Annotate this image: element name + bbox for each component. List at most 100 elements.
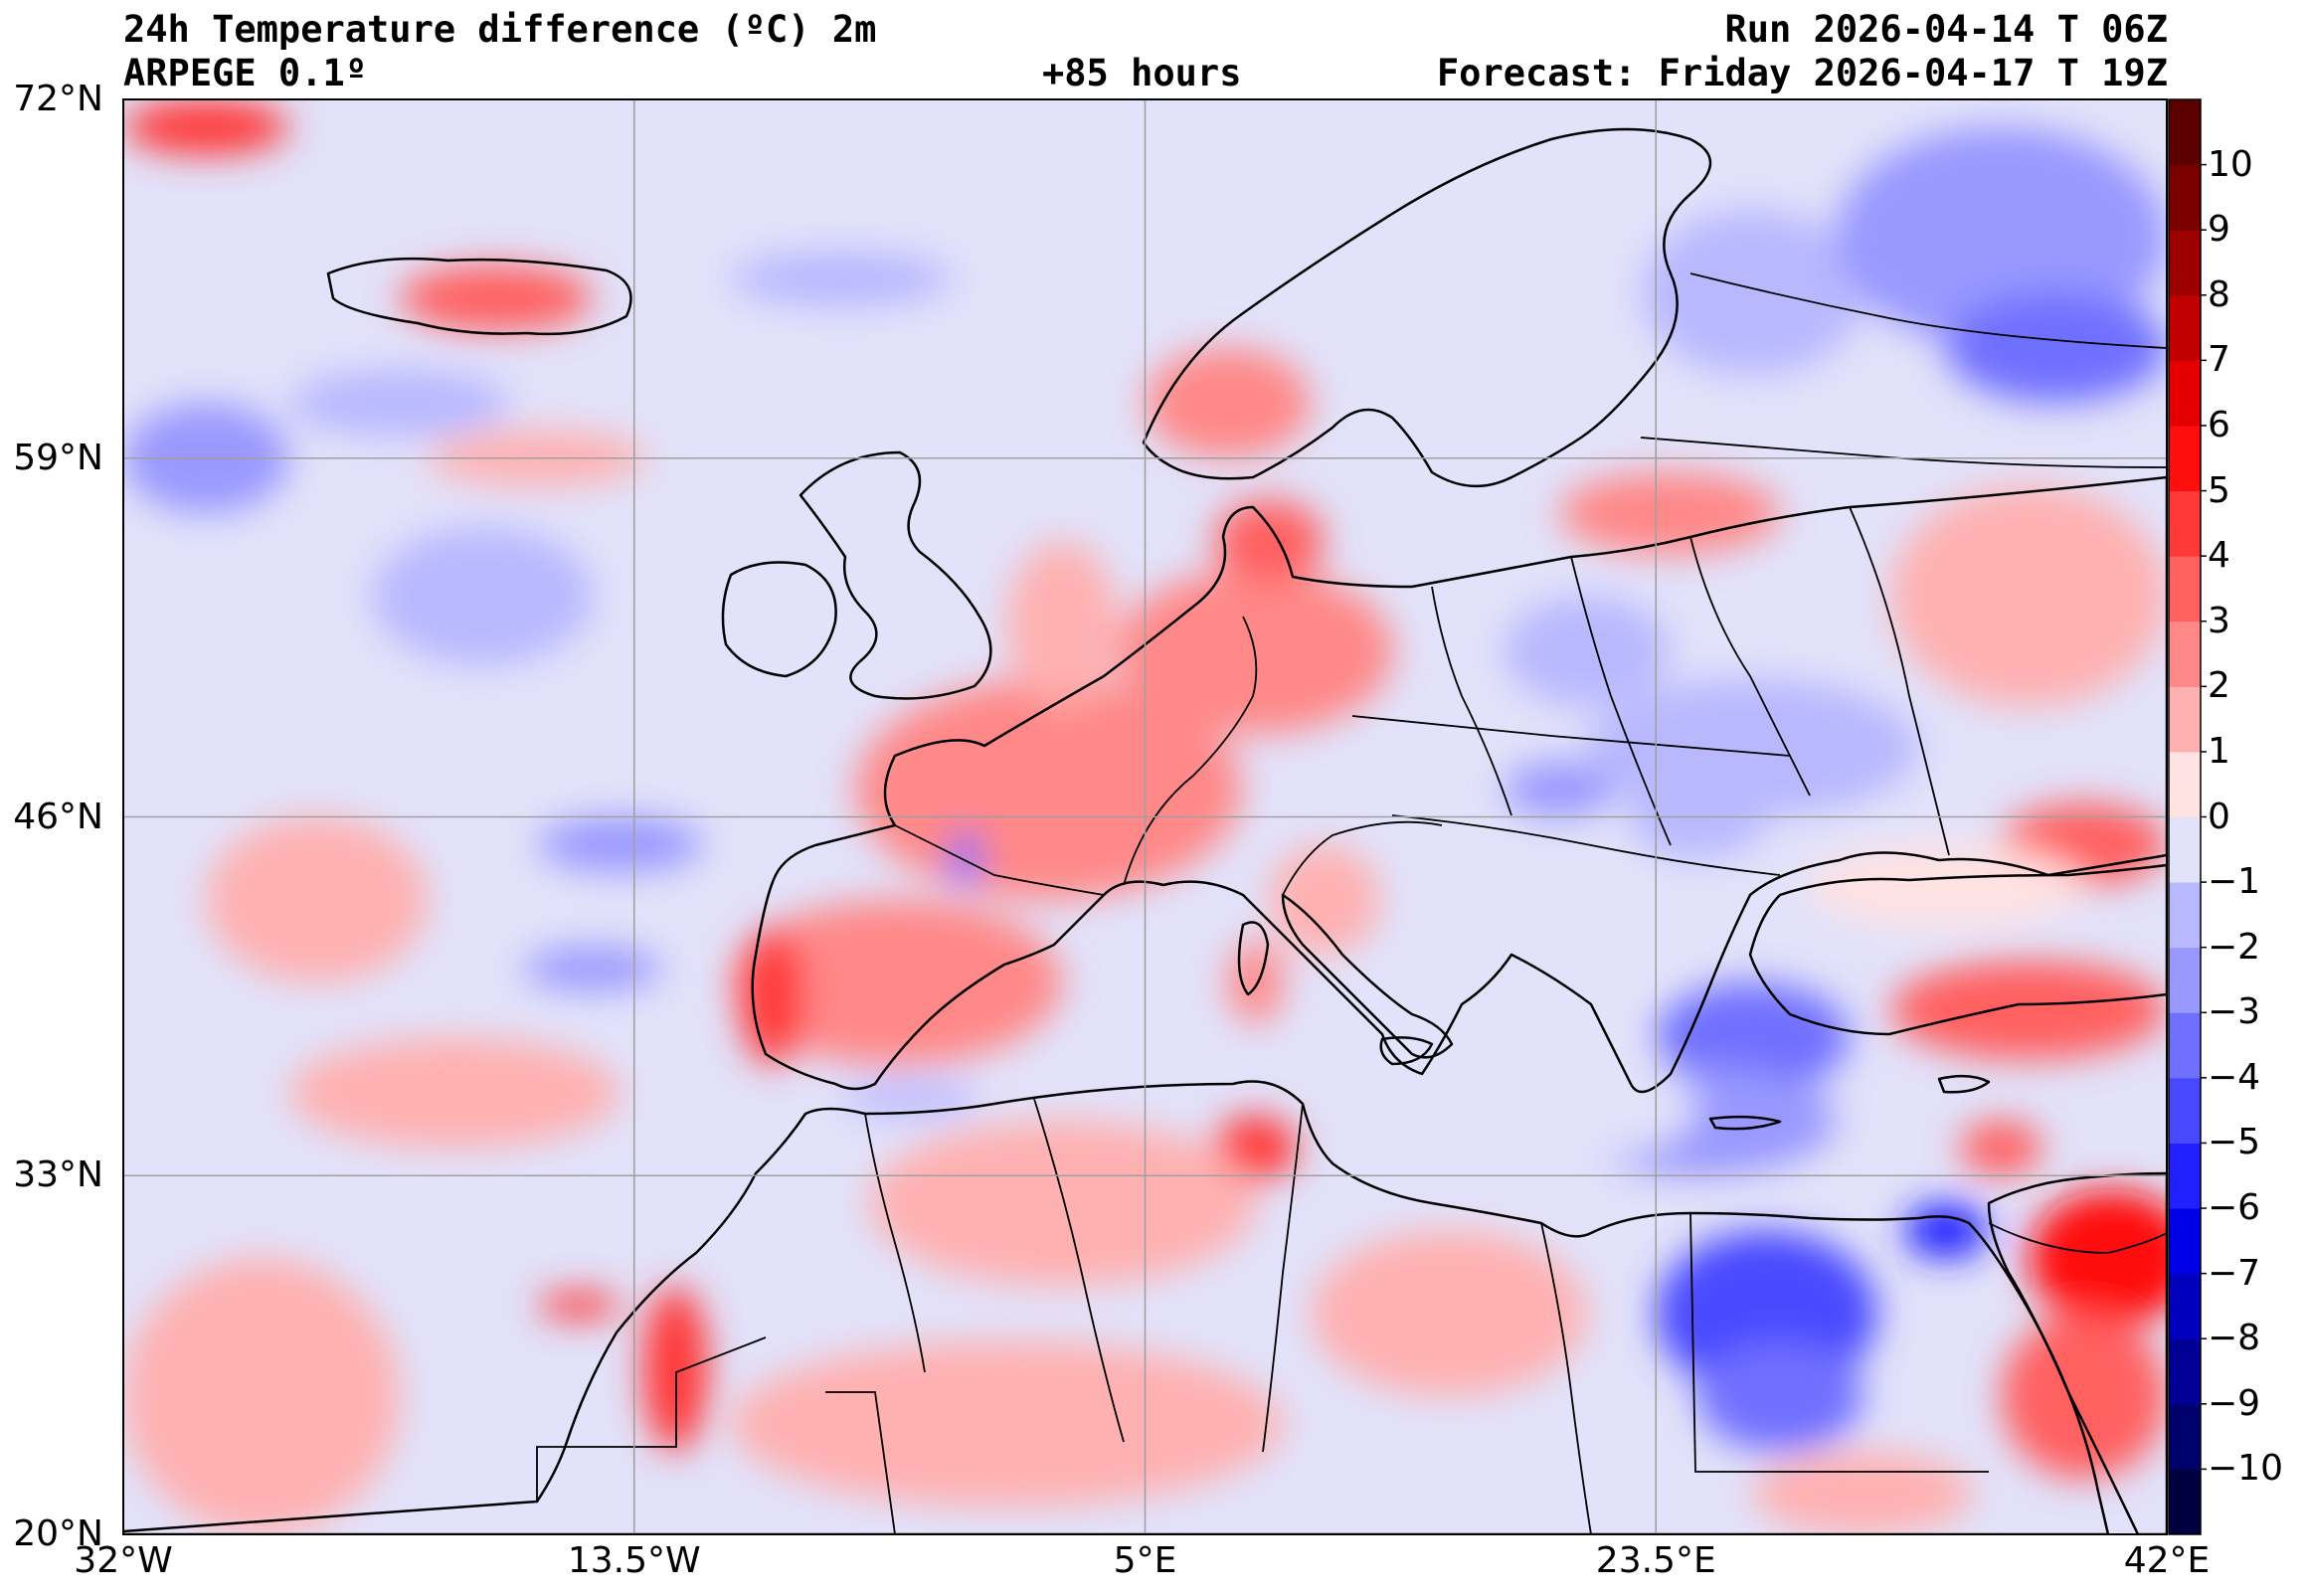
lon-label: 42°E bbox=[2123, 1540, 2211, 1581]
anomaly-region-sardinia-warm bbox=[1227, 941, 1284, 1024]
anomaly-region-egypt-south-cool bbox=[1696, 1340, 1863, 1452]
anomaly-region-morocco-coast-warm bbox=[642, 1286, 709, 1452]
anomaly-region-biscay-cool bbox=[949, 830, 982, 886]
anomaly-region-iberia-warm bbox=[730, 899, 1063, 1066]
anomaly-region-kola-cool bbox=[1945, 292, 2167, 404]
coast-anatolia bbox=[1748, 863, 2167, 1036]
lat-label: 59°N bbox=[13, 437, 103, 478]
anomaly-region-norwegian-sea-cool bbox=[730, 251, 953, 307]
lat-label: 46°N bbox=[13, 796, 103, 837]
map-frame bbox=[122, 98, 2168, 1535]
colorbar-band bbox=[2169, 816, 2201, 883]
anomaly-region-russia-north-cool bbox=[1835, 126, 2167, 348]
colorbar-label: 7 bbox=[2208, 339, 2230, 381]
anomaly-region-finland-cool bbox=[1642, 210, 1863, 376]
colorbar-frame bbox=[2168, 98, 2202, 1535]
lead-time: +85 hours bbox=[1042, 52, 1242, 94]
colorbar-label: 5 bbox=[2208, 469, 2230, 511]
colorbar-band bbox=[2169, 1143, 2201, 1209]
coast-sardinia bbox=[1237, 921, 1270, 996]
colorbar-label: −10 bbox=[2208, 1448, 2283, 1490]
colorbar-label: −3 bbox=[2208, 991, 2261, 1033]
colorbar-label: 4 bbox=[2208, 535, 2230, 577]
lat-label: 72°N bbox=[13, 79, 103, 119]
coast-sicily bbox=[1379, 1036, 1434, 1066]
anomaly-region-portugal-warm bbox=[739, 927, 805, 1066]
lon-label: 13.5°W bbox=[567, 1540, 701, 1581]
coast-continental-europe bbox=[751, 475, 2167, 1094]
colorbar-label: 9 bbox=[2208, 209, 2230, 251]
lon-label: 23.5°E bbox=[1595, 1540, 1716, 1581]
colorbar-label: −6 bbox=[2208, 1187, 2261, 1229]
coast-italy bbox=[1281, 893, 1454, 1059]
run-time: Run 2026-04-14 T 06Z bbox=[1724, 8, 2168, 51]
anomaly-region-levant-warm bbox=[1959, 1120, 2043, 1176]
coast-arabia bbox=[1987, 1171, 2167, 1534]
map-title: 24h Temperature difference (ºC) 2m bbox=[123, 8, 877, 51]
anomaly-region-arabia-south-warm bbox=[2001, 1314, 2167, 1480]
anomaly-region-atlantic-cool-2 bbox=[371, 527, 594, 665]
anomaly-region-canaries-warm bbox=[537, 1291, 621, 1320]
anomaly-region-iceland-warm bbox=[399, 265, 594, 332]
colorbar-band bbox=[2169, 556, 2201, 622]
colorbar-band bbox=[2169, 294, 2201, 361]
colorbar-label: 3 bbox=[2208, 600, 2230, 641]
colorbar-label: −4 bbox=[2208, 1056, 2261, 1098]
anomaly-region-baltic-warm bbox=[1559, 471, 1781, 555]
coast-crete bbox=[1708, 1115, 1782, 1131]
colorbar-label: 2 bbox=[2208, 665, 2230, 707]
colorbar-label: −2 bbox=[2208, 926, 2261, 968]
anomaly-region-poland-cool bbox=[1504, 596, 1671, 707]
coast-cyprus bbox=[1937, 1074, 1991, 1094]
colorbar-band bbox=[2169, 882, 2201, 949]
anomaly-region-aegean-cool bbox=[1656, 982, 1850, 1093]
coast-north-africa bbox=[123, 1080, 2110, 1534]
colorbar-label: 8 bbox=[2208, 273, 2230, 315]
coastlines bbox=[123, 127, 2167, 1534]
lon-label: 5°E bbox=[1113, 1540, 1177, 1581]
colorbar-band bbox=[2169, 1273, 2201, 1339]
colorbar-band bbox=[2169, 1403, 2201, 1470]
colorbar bbox=[2169, 99, 2207, 1535]
anomaly-region-turkey-east-warm bbox=[1890, 960, 2167, 1060]
lat-label: 33°N bbox=[13, 1154, 103, 1196]
colorbar-band bbox=[2169, 1012, 2201, 1079]
coast-iceland bbox=[326, 257, 632, 336]
anomaly-region-algeria-warm bbox=[868, 1120, 1256, 1287]
anomaly-region-hungary-cool bbox=[1504, 762, 1615, 817]
anomaly-region-gibraltar-cool bbox=[841, 1081, 979, 1116]
colorbar-band bbox=[2169, 99, 2201, 166]
colorbar-band bbox=[2169, 360, 2201, 427]
coast-britain bbox=[799, 450, 992, 700]
colorbar-band bbox=[2169, 1469, 2201, 1535]
anomaly-region-atlantic-cool-3 bbox=[523, 946, 662, 991]
lon-label: 32°W bbox=[74, 1540, 173, 1581]
colorbar-band bbox=[2169, 621, 2201, 687]
colorbar-label: 6 bbox=[2208, 404, 2230, 445]
anomaly-region-atlantic-warm-4 bbox=[123, 1258, 400, 1534]
colorbar-band bbox=[2169, 425, 2201, 492]
anomaly-region-greenland-warm bbox=[123, 99, 289, 155]
anomaly-region-atlantic-warm-3 bbox=[288, 1037, 621, 1149]
colorbar-band bbox=[2169, 686, 2201, 753]
colorbar-label: 1 bbox=[2208, 730, 2230, 772]
map-gridlines bbox=[123, 99, 2167, 1534]
colorbar-label: 0 bbox=[2208, 796, 2230, 837]
colorbar-band bbox=[2169, 490, 2201, 557]
colorbar-label: −8 bbox=[2208, 1318, 2261, 1359]
anomaly-region-sudan-warm bbox=[1752, 1451, 1974, 1534]
forecast-time: Forecast: Friday 2026-04-17 T 19Z bbox=[1436, 52, 2168, 94]
colorbar-band bbox=[2169, 1208, 2201, 1275]
anomaly-region-libya-warm bbox=[1311, 1230, 1587, 1397]
anomaly-region-balkans-mixed bbox=[1504, 872, 1671, 982]
colorbar-band bbox=[2169, 751, 2201, 817]
coast-ireland bbox=[721, 561, 837, 678]
anomaly-region-denmark-warm bbox=[1213, 499, 1326, 583]
anomaly-region-north-sea-warm bbox=[1006, 541, 1118, 707]
coast-scandinavia bbox=[1142, 127, 1712, 488]
anomaly-region-atlantic-cool-1 bbox=[537, 816, 704, 872]
colorbar-band bbox=[2169, 1338, 2201, 1405]
colorbar-band bbox=[2169, 947, 2201, 1013]
anomaly-region-russia-warm bbox=[1890, 485, 2167, 707]
anomaly-region-norway-warm bbox=[1145, 347, 1312, 458]
